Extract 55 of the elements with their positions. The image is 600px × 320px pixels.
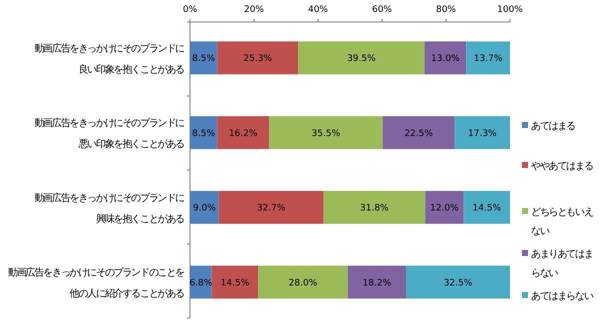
data-label: 39.5% — [347, 54, 376, 64]
data-label: 25.3% — [243, 54, 272, 64]
bar — [382, 116, 455, 150]
legend-label: あてはまらない — [531, 291, 594, 302]
x-tick-label: 60% — [372, 5, 392, 15]
bar — [323, 190, 426, 224]
data-label: 14.5% — [472, 204, 502, 214]
bar — [190, 266, 212, 299]
y-tick-label: 動画広告をきっかけにそのブランドに悪い印象を抱くことがある — [34, 117, 186, 150]
data-label: 16.2% — [228, 128, 258, 139]
data-label: 18.2% — [362, 278, 392, 288]
bar — [298, 41, 425, 74]
bar — [190, 190, 219, 224]
data-label: 17.3% — [468, 128, 498, 139]
y-tick-label: 動画広告をきっかけにそのブランドに良い印象を抱くことがある — [34, 42, 186, 76]
x-tick-label: 80% — [436, 5, 456, 15]
y-tick-label: 動画広告をきっかけにそのブランドのことを他の人に紹介することがある — [8, 266, 186, 300]
bar — [466, 41, 510, 74]
x-tick-label: 40% — [308, 5, 328, 15]
legend-label: どちらともいえない — [531, 207, 593, 237]
data-label: 14.5% — [220, 278, 250, 288]
bar — [424, 41, 466, 74]
data-label: 8.5% — [192, 54, 216, 64]
bar — [217, 41, 298, 74]
bar — [348, 266, 406, 299]
data-label: 9.0% — [192, 204, 216, 214]
data-label: 35.5% — [312, 128, 341, 139]
x-tick-label: 20% — [244, 5, 264, 15]
bar — [258, 266, 348, 299]
bar — [212, 266, 258, 299]
bar — [425, 190, 464, 224]
data-label: 6.8% — [189, 278, 213, 288]
data-label: 28.0% — [288, 278, 318, 288]
legend-label: あてはまる — [531, 121, 576, 132]
bar — [217, 116, 270, 150]
y-tick-label: 動画広告をきっかけにそのブランドに興味を抱くことがある — [34, 192, 186, 225]
data-label: 22.5% — [404, 128, 434, 139]
data-label: 8.5% — [192, 128, 216, 139]
bar — [269, 116, 383, 150]
data-label: 13.7% — [474, 54, 503, 64]
bar — [190, 41, 218, 74]
x-tick-label: 0% — [182, 5, 198, 15]
data-label: 32.5% — [444, 278, 473, 288]
bar — [464, 190, 510, 224]
x-tick-label: 100% — [497, 5, 524, 15]
data-label: 31.8% — [360, 204, 390, 214]
data-label: 32.7% — [256, 204, 286, 214]
bar — [406, 266, 510, 299]
bar — [218, 190, 324, 224]
bar — [454, 116, 510, 150]
data-label: 13.0% — [431, 54, 460, 64]
legend-label: ややあてはまる — [531, 161, 593, 172]
legend-label: あまりあてはまらない — [531, 249, 593, 279]
data-label: 12.0% — [430, 204, 460, 214]
bar — [190, 116, 218, 150]
